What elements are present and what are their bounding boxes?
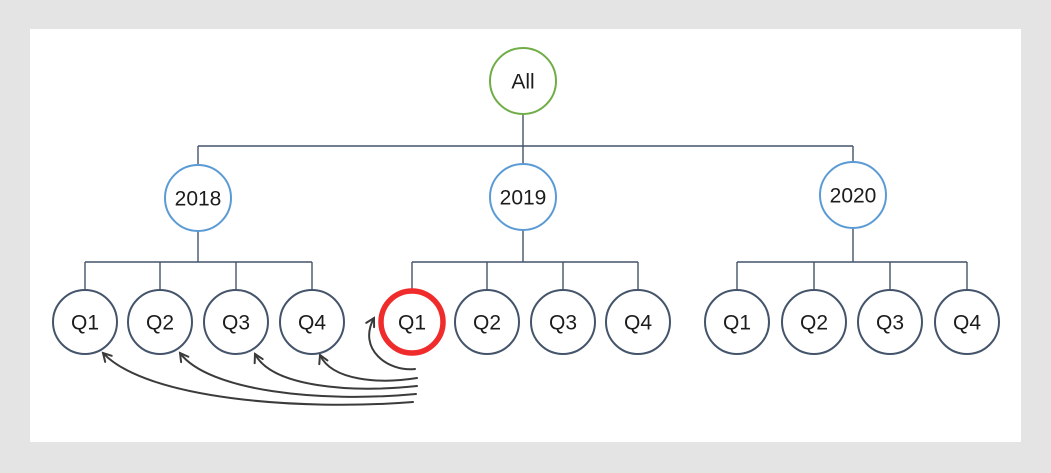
- node-label-2020-q3: Q3: [876, 312, 904, 335]
- node-label-2020: 2020: [830, 185, 877, 208]
- node-2020-q2[interactable]: [781, 289, 847, 355]
- node-2019-q4[interactable]: [605, 289, 671, 355]
- node-label-2018-q2: Q2: [146, 312, 174, 335]
- tree-node-group-2020-q1: Q1: [704, 289, 770, 355]
- node-label-2018: 2018: [175, 188, 222, 211]
- node-label-2018-q3: Q3: [222, 312, 250, 335]
- tree-node-group-2018-q1: Q1: [52, 289, 118, 355]
- node-2018-q1[interactable]: [52, 289, 118, 355]
- arrow-to-2019-q1: [365, 316, 416, 371]
- node-2019[interactable]: [489, 163, 557, 231]
- tree-node-group-all: All: [489, 47, 557, 115]
- tree-node-group-2019-q1: Q1: [378, 288, 446, 356]
- node-label-2019: 2019: [500, 187, 547, 210]
- arrow-to-2018-q4: [318, 353, 418, 382]
- tree-node-group-2019-q3: Q3: [530, 289, 596, 355]
- node-2019-q1-highlighted[interactable]: [378, 288, 446, 356]
- node-2020-q3[interactable]: [857, 289, 923, 355]
- node-2019-q3[interactable]: [530, 289, 596, 355]
- node-2018-q3[interactable]: [203, 289, 269, 355]
- node-label-all: All: [511, 71, 534, 94]
- node-2018[interactable]: [164, 164, 232, 232]
- node-2020-q4[interactable]: [934, 289, 1000, 355]
- tree-node-group-2018-q3: Q3: [203, 289, 269, 355]
- arrow-to-2018-q2: [178, 351, 417, 398]
- arrow-to-2018-q1: [101, 351, 414, 406]
- tree-node-group-2019-q4: Q4: [605, 289, 671, 355]
- node-2019-q2[interactable]: [454, 289, 520, 355]
- tree-node-group-2018-q2: Q2: [127, 289, 193, 355]
- node-label-2020-q1: Q1: [723, 312, 751, 335]
- node-label-2018-q1: Q1: [71, 312, 99, 335]
- tree-node-group-2020-q3: Q3: [857, 289, 923, 355]
- tree-node-group-2019: 2019: [489, 163, 557, 231]
- arrow-to-2018-q3: [253, 352, 418, 390]
- node-label-2019-q3: Q3: [549, 312, 577, 335]
- tree-node-group-2018: 2018: [164, 164, 232, 232]
- node-label-2019-q1: Q1: [398, 312, 426, 335]
- tree-node-group-2020-q4: Q4: [934, 289, 1000, 355]
- node-label-2019-q2: Q2: [473, 312, 501, 335]
- node-label-2020-q4: Q4: [953, 312, 981, 335]
- node-label-2019-q4: Q4: [624, 312, 652, 335]
- tree-nodes: All 2018 2019 2020 Q1 Q2 Q3 Q4 Q1 Q2 Q3 Q4 Q1 Q2 Q3 Q4: [52, 47, 1000, 356]
- tree-connectors: [84, 114, 968, 291]
- node-2018-q4[interactable]: [279, 289, 345, 355]
- node-all[interactable]: [489, 47, 557, 115]
- reference-arrows: [101, 316, 418, 406]
- node-2018-q2[interactable]: [127, 289, 193, 355]
- node-2020-q1[interactable]: [704, 289, 770, 355]
- tree-node-group-2018-q4: Q4: [279, 289, 345, 355]
- node-2020[interactable]: [819, 161, 887, 229]
- node-label-2018-q4: Q4: [298, 312, 326, 335]
- tree-node-group-2020: 2020: [819, 161, 887, 229]
- tree-node-group-2020-q2: Q2: [781, 289, 847, 355]
- tree-node-group-2019-q2: Q2: [454, 289, 520, 355]
- node-label-2020-q2: Q2: [800, 312, 828, 335]
